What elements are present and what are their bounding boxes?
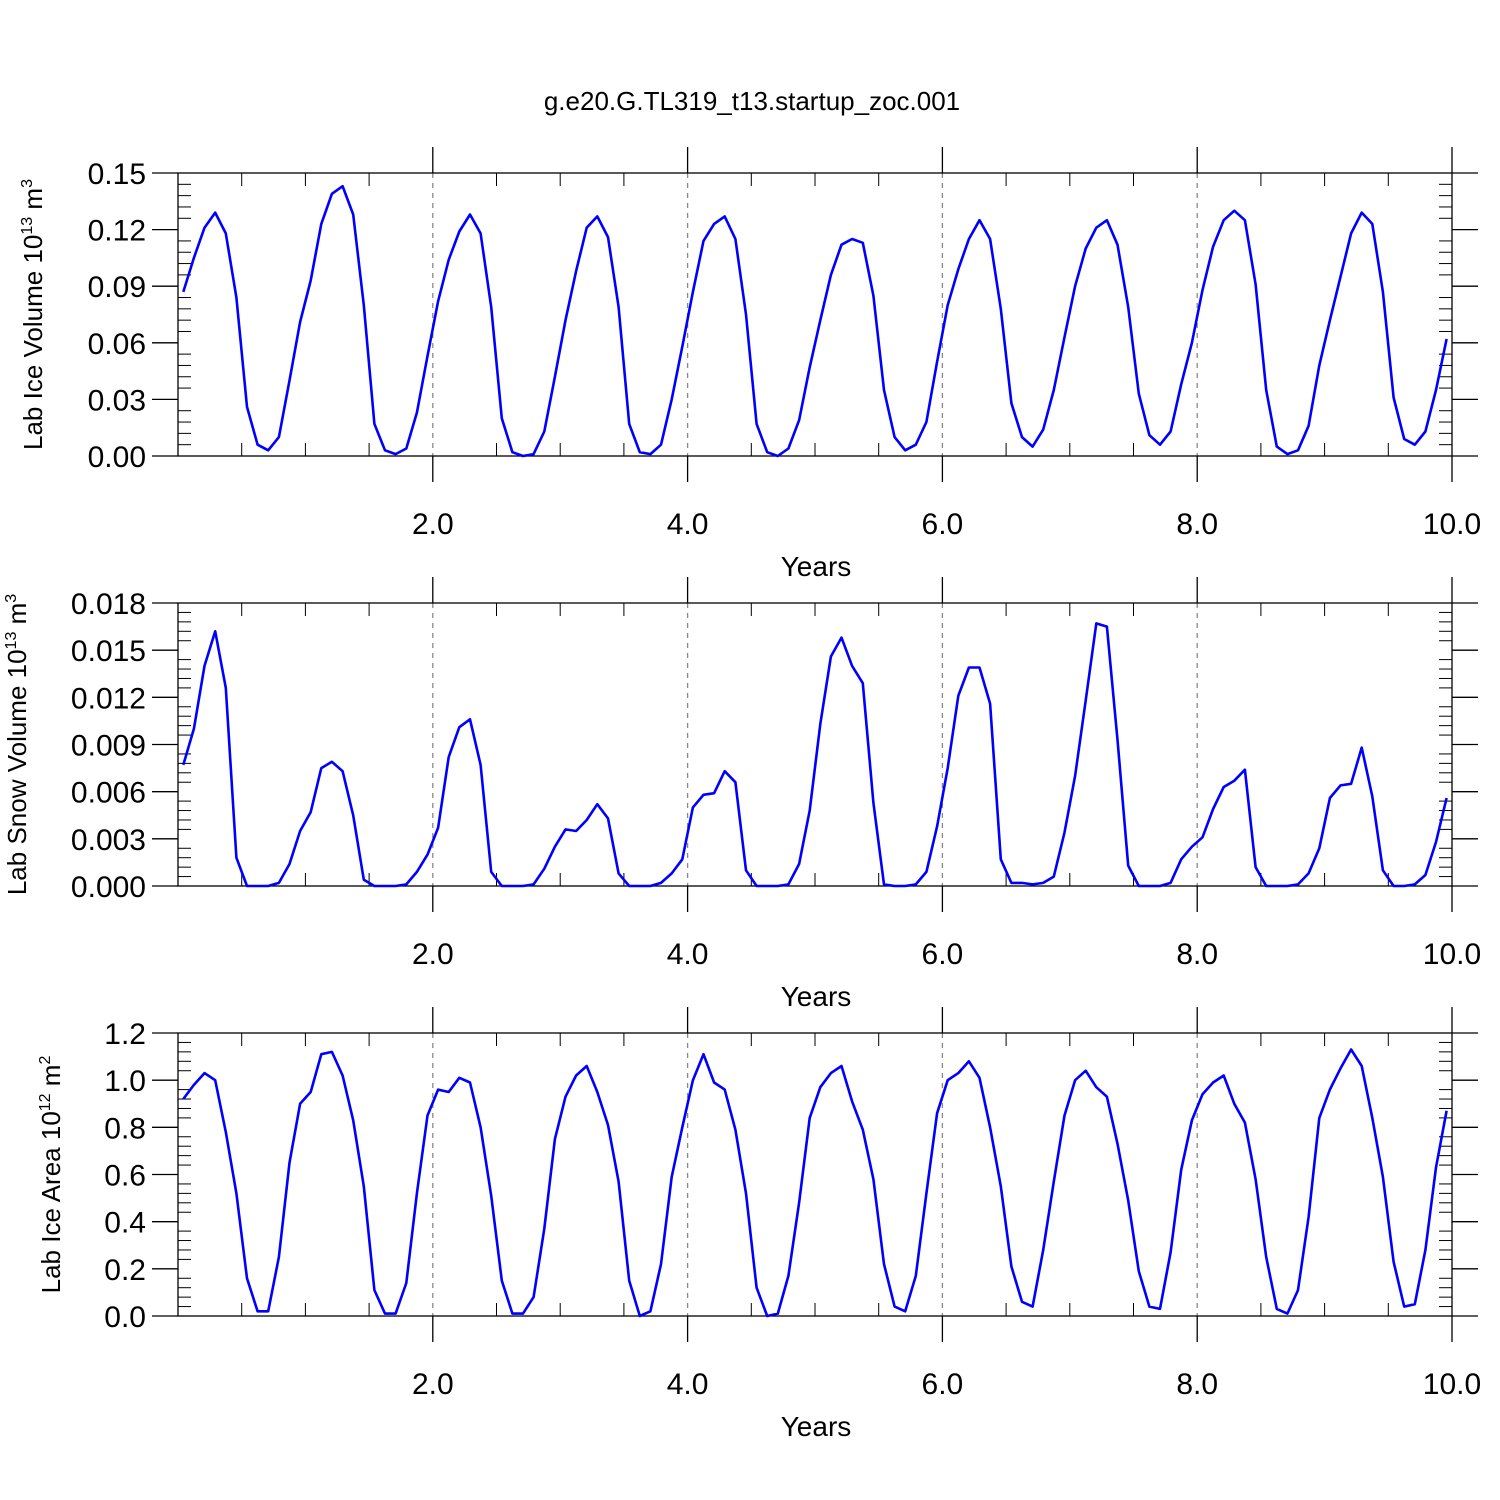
y-tick-label: 0.6 <box>104 1160 146 1193</box>
y-tick-label: 0.12 <box>88 215 146 248</box>
x-tick-label: 4.0 <box>667 938 709 971</box>
y-tick-label: 1.0 <box>104 1065 146 1098</box>
y-tick-label: 0.015 <box>71 635 146 668</box>
y-tick-label: 0.009 <box>71 730 146 763</box>
x-tick-label: 10.0 <box>1423 508 1481 541</box>
panel-2: 0.000 0.003 0.006 0.009 0.012 0.015 0.018 2.0 4.… <box>2 577 1481 1012</box>
x-axis-label: Years <box>781 1411 852 1442</box>
x-tick-label: 8.0 <box>1176 938 1218 971</box>
y-tick-label: 0.2 <box>104 1254 146 1287</box>
x-axis-label: Years <box>781 551 852 582</box>
plot-frame <box>177 602 1453 887</box>
x-tick-label: 2.0 <box>412 938 454 971</box>
y-tick-label: 0.00 <box>88 441 146 474</box>
y-tick-label: 0.4 <box>104 1207 146 1240</box>
y-tick-label: 0.003 <box>71 824 146 857</box>
x-tick-label: 2.0 <box>412 508 454 541</box>
x-tick-label: 6.0 <box>922 508 964 541</box>
x-tick-label: 10.0 <box>1423 938 1481 971</box>
y-tick-label: 0.15 <box>88 158 146 191</box>
x-axis-label: Years <box>781 981 852 1012</box>
x-tick-label: 6.0 <box>922 1368 964 1401</box>
figure-title: g.e20.G.TL319_t13.startup_zoc.001 <box>544 86 960 116</box>
y-tick-label: 0.0 <box>104 1301 146 1334</box>
x-tick-label: 2.0 <box>412 1368 454 1401</box>
x-tick-label: 4.0 <box>667 1368 709 1401</box>
y-tick-label: 0.000 <box>71 871 146 904</box>
x-tick-label: 8.0 <box>1176 508 1218 541</box>
y-tick-label: 0.8 <box>104 1112 146 1145</box>
y-tick-label: 0.012 <box>71 682 146 715</box>
y-tick-label: 0.06 <box>88 328 146 361</box>
y-tick-label: 0.09 <box>88 271 146 304</box>
y-tick-label: 0.006 <box>71 777 146 810</box>
x-tick-label: 4.0 <box>667 508 709 541</box>
plot-frame <box>177 1032 1453 1317</box>
y-tick-label: 0.018 <box>71 588 146 621</box>
y-axis-label: Lab Snow Volume 1013 m3 <box>2 594 32 895</box>
plot-frame <box>177 172 1453 457</box>
x-tick-label: 10.0 <box>1423 1368 1481 1401</box>
series-line <box>182 1048 1448 1318</box>
x-tick-label: 8.0 <box>1176 1368 1218 1401</box>
series-line <box>182 622 1448 888</box>
y-tick-label: 0.03 <box>88 384 146 417</box>
series-line <box>182 184 1448 458</box>
panel-1: 0.00 0.03 0.06 0.09 0.12 0.15 2.0 4.0 6.0 8.0 10.0… <box>18 147 1481 582</box>
x-tick-label: 6.0 <box>922 938 964 971</box>
y-axis-label: Lab Ice Area 1012 m2 <box>36 1056 66 1294</box>
y-axis-label: Lab Ice Volume 1013 m3 <box>18 179 48 450</box>
y-tick-label: 1.2 <box>104 1018 146 1051</box>
panel-3: 0.0 0.2 0.4 0.6 0.8 1.0 1.2 2.0 4.0 6.0 8.0 10.0 Yea… <box>36 1007 1481 1442</box>
